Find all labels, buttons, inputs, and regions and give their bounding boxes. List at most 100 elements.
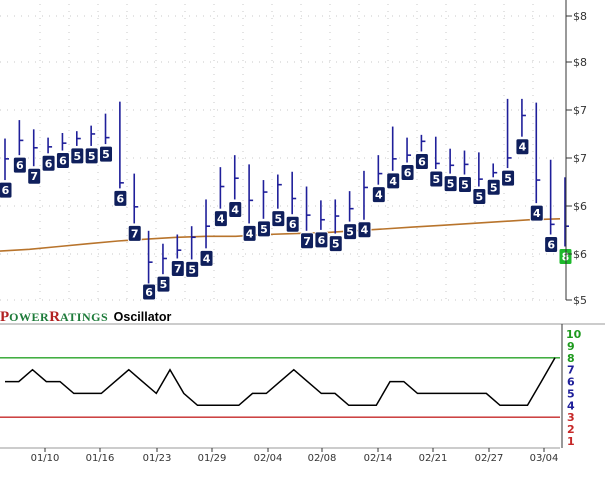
rating-badge-label: 5: [346, 226, 354, 239]
rating-badge: [544, 235, 559, 253]
rating-badge: [0, 181, 13, 199]
rating-badge-label: 7: [174, 262, 182, 275]
rating-badge: [414, 152, 429, 170]
rating-badge: [256, 220, 271, 238]
oscillator-y-tick-label: 4: [567, 399, 575, 412]
rating-badge-label: 5: [476, 191, 484, 204]
oscillator-title-suffix: Oscillator: [113, 310, 172, 324]
rating-badge-label: 6: [16, 159, 24, 172]
rating-badge-label: 6: [547, 238, 555, 251]
rating-badge-label: 6: [2, 184, 10, 197]
rating-badge: [285, 215, 300, 233]
rating-badge-label: 4: [361, 224, 369, 237]
rating-badge-label: 6: [59, 155, 67, 168]
price-y-tick-label: $6: [573, 200, 587, 213]
oscillator-y-tick-label: 5: [567, 387, 575, 400]
rating-badge: [156, 275, 171, 293]
rating-badge: [472, 188, 487, 206]
rating-badge: [228, 200, 243, 218]
oscillator-y-tick-label: 6: [567, 376, 575, 389]
rating-badge: [185, 260, 200, 278]
rating-badge-label: 7: [30, 170, 38, 183]
moving-average-line: [0, 218, 561, 252]
rating-badge-label: 5: [332, 238, 340, 251]
oscillator-x-axis: 01/10 01/16 01/23 01/29 02/04 02/08 02/14 02/21…: [31, 448, 559, 464]
rating-badge-label: 5: [188, 263, 196, 276]
oscillator-x-tick-label: 01/23: [143, 453, 172, 464]
rating-badge: [371, 186, 386, 204]
oscillator-x-tick-label: 01/29: [198, 453, 227, 464]
rating-badge: [27, 167, 42, 185]
oscillator-x-tick-label: 02/08: [308, 453, 337, 464]
rating-badge: [84, 147, 99, 165]
oscillator-y-tick-label: 1: [567, 435, 575, 448]
oscillator-brand-ower: OWER: [9, 310, 50, 324]
oscillator-brand-r: R: [49, 309, 61, 325]
oscillator-line-group: [5, 357, 556, 407]
rating-badge: [386, 172, 401, 190]
rating-badge-label: 5: [274, 213, 282, 226]
rating-badge-label: 4: [519, 141, 527, 154]
rating-badge-label: 6: [418, 155, 426, 168]
rating-badge: [515, 138, 530, 156]
rating-badge-label: 4: [217, 213, 225, 226]
rating-badge: [213, 210, 228, 228]
price-bars: [4, 98, 569, 298]
rating-badge-label: 4: [231, 203, 239, 216]
rating-badge-label: 5: [160, 278, 168, 291]
price-y-tick-label: $7: [573, 152, 587, 165]
rating-badge-label: 4: [533, 207, 541, 220]
price-y-tick-label: $7: [573, 104, 587, 117]
rating-badge: [501, 169, 516, 187]
oscillator-y-tick-label: 7: [567, 364, 575, 377]
price-y-tick-label: $6: [573, 248, 587, 261]
rating-badge: [142, 283, 157, 301]
oscillator-grid: [0, 323, 605, 449]
rating-badge: [443, 175, 458, 193]
rating-badge-label: 4: [389, 175, 397, 188]
rating-badge: [242, 224, 257, 242]
price-y-axis: $8 $8 $7 $7 $6 $6 $5: [565, 0, 587, 307]
rating-badge: [55, 152, 70, 170]
rating-badge-label: 5: [73, 150, 81, 163]
rating-badge: [486, 178, 501, 196]
oscillator-x-tick-label: 03/04: [530, 453, 559, 464]
rating-badge: [343, 223, 358, 241]
rating-badge: [127, 224, 142, 242]
price-y-tick-label: $5: [573, 294, 587, 307]
rating-badge: [170, 259, 185, 277]
rating-badge: [271, 210, 286, 228]
oscillator-y-tick-label: 9: [567, 340, 575, 353]
oscillator-y-tick-label: 3: [567, 411, 575, 424]
rating-badge-label: 4: [375, 189, 383, 202]
rating-badge-label: 7: [303, 235, 311, 248]
rating-badge-label: 6: [117, 192, 125, 205]
oscillator-x-tick-label: 02/27: [475, 453, 504, 464]
rating-badge-label: 6: [318, 234, 326, 247]
oscillator-line: [5, 357, 556, 407]
rating-badge: [41, 154, 56, 172]
rating-badge-label: 5: [447, 178, 455, 191]
rating-badge: [529, 204, 544, 222]
rating-badge-label: 7: [131, 227, 139, 240]
oscillator-x-tick-label: 02/04: [254, 453, 283, 464]
rating-badge: [400, 164, 415, 182]
oscillator-thresholds: [0, 357, 560, 418]
rating-badge: [300, 232, 315, 250]
rating-badge: [99, 145, 114, 163]
rating-badge: [357, 221, 372, 239]
rating-badge: [70, 147, 85, 165]
rating-badge-label: 5: [432, 173, 440, 186]
rating-badge-label: 5: [504, 172, 512, 185]
rating-badge: [314, 231, 329, 249]
rating-badge-label: 6: [145, 286, 153, 299]
rating-badge-label: 5: [461, 179, 469, 192]
oscillator-brand-atings: ATINGS: [60, 310, 109, 324]
rating-badge: [12, 156, 27, 174]
oscillator-y-tick-label: 2: [567, 423, 575, 436]
oscillator-x-tick-label: 02/14: [364, 453, 393, 464]
rating-badge: [199, 249, 214, 267]
